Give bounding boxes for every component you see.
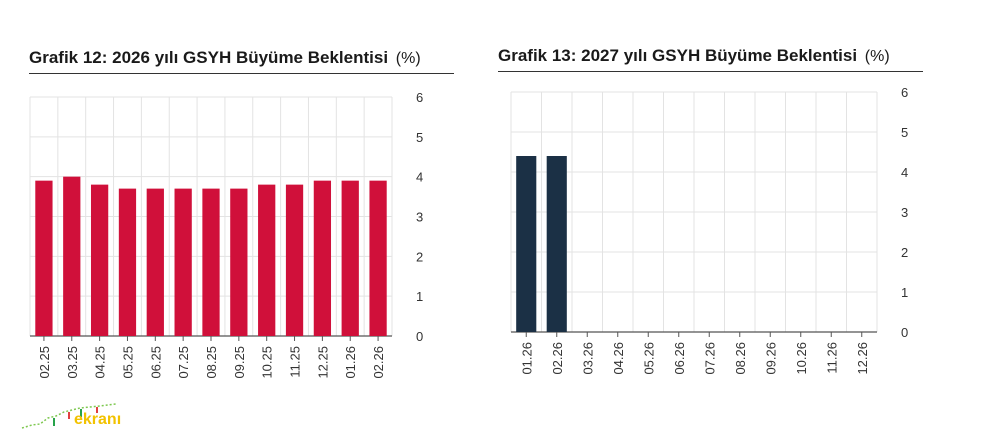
bar [146,188,164,336]
bar [516,156,537,332]
y-tick-label: 3 [901,205,908,220]
bar [63,176,81,336]
y-tick-label: 4 [901,165,908,180]
x-tick-label: 07.26 [702,342,717,375]
logo-text: ekranı [74,411,121,428]
y-tick-label: 1 [416,289,423,304]
x-tick-label: 05.25 [120,346,135,379]
x-tick-label: 11.26 [824,342,839,374]
x-tick-label: 08.26 [733,342,748,375]
chart-line-logo-icon: ekranı [21,403,121,429]
y-tick-label: 2 [416,249,423,264]
x-tick-label: 03.26 [580,342,595,375]
x-tick-label: 02.26 [550,342,565,375]
y-tick-label: 5 [416,130,423,145]
x-tick-label: 07.25 [176,346,191,379]
x-tick-label: 12.25 [315,346,330,379]
chart-title-2027: Grafik 13: 2027 yılı GSYH Büyüme Beklent… [498,46,923,72]
y-tick-label: 3 [416,210,423,225]
bar [258,184,276,336]
x-tick-label: 11.25 [288,346,303,378]
bar [118,188,137,336]
x-tick-label: 01.26 [519,342,534,375]
x-tick-label: 12.26 [855,342,870,375]
x-tick-label: 01.26 [343,346,358,379]
x-tick-label: 06.26 [672,342,687,375]
x-tick-label: 06.25 [148,346,163,379]
x-tick-label: 09.25 [232,346,247,379]
y-tick-label: 1 [901,285,908,300]
bar [202,188,220,336]
y-tick-label: 4 [416,170,423,185]
x-tick-label: 03.25 [65,346,80,379]
bar [35,180,53,336]
x-tick-label: 09.26 [763,342,778,375]
y-tick-label: 0 [416,329,423,344]
x-tick-label: 04.25 [93,346,108,379]
chart-title-2026: Grafik 12: 2026 yılı GSYH Büyüme Beklent… [29,48,454,74]
x-tick-label: 10.25 [260,346,275,379]
chart-title-text: Grafik 12: 2026 yılı GSYH Büyüme Beklent… [29,48,389,67]
x-tick-label: 10.26 [794,342,809,375]
bar [341,180,359,336]
bar [285,184,304,336]
y-tick-label: 5 [901,125,908,140]
chart-title-unit: (%) [864,48,890,65]
bar [174,188,192,336]
x-tick-label: 08.25 [204,346,219,379]
bar [313,180,332,336]
bar [230,188,248,336]
y-tick-label: 6 [416,90,423,105]
y-tick-label: 2 [901,245,908,260]
x-tick-label: 02.25 [37,346,52,379]
y-tick-label: 0 [901,325,908,340]
chart-title-unit: (%) [395,50,421,67]
bar [90,184,109,336]
x-tick-label: 02.26 [371,346,386,379]
chart-title-text: Grafik 13: 2027 yılı GSYH Büyüme Beklent… [498,46,858,65]
bar [546,156,567,332]
bar [369,180,387,336]
x-tick-label: 05.26 [641,342,656,375]
y-tick-label: 6 [901,85,908,100]
x-tick-label: 04.26 [611,342,626,375]
